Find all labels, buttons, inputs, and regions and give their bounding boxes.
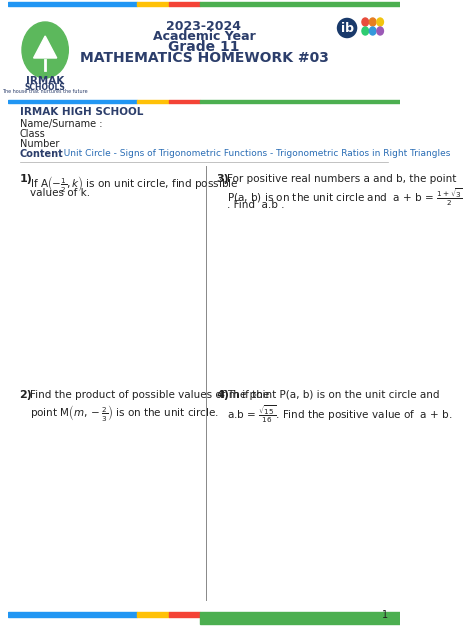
Text: SCHOOLS: SCHOOLS (25, 83, 65, 92)
Text: Number: Number (19, 139, 59, 149)
Text: For positive real numbers a and b, the point: For positive real numbers a and b, the p… (227, 174, 456, 184)
Circle shape (22, 22, 68, 78)
Text: 4): 4) (216, 390, 229, 400)
Text: Name/Surname :: Name/Surname : (19, 119, 102, 129)
Bar (8, 100, 137, 103)
Circle shape (377, 27, 383, 35)
Bar (169, 612, 200, 617)
Bar (8, 612, 137, 617)
Bar (137, 2, 169, 6)
Text: P(a, b) is on the unit circle and  a + b = $\frac{1+\sqrt{3}}{2}$: P(a, b) is on the unit circle and a + b … (227, 186, 463, 208)
Text: . Find  a.b .: . Find a.b . (227, 200, 284, 210)
Text: values of k.: values of k. (30, 188, 91, 198)
Text: The house that nurtures the future: The house that nurtures the future (2, 89, 88, 94)
Text: The point P(a, b) is on the unit circle and: The point P(a, b) is on the unit circle … (227, 390, 439, 400)
Text: : Unit Circle - Signs of Trigonometric Functions - Trigonometric Ratios in Right: : Unit Circle - Signs of Trigonometric F… (57, 149, 450, 158)
Text: Find the product of possible values of m if the: Find the product of possible values of m… (30, 390, 270, 400)
Text: 3): 3) (216, 174, 229, 184)
Circle shape (369, 27, 376, 35)
Circle shape (362, 27, 369, 35)
Text: IRMAK HIGH SCHOOL: IRMAK HIGH SCHOOL (19, 107, 143, 117)
Bar (200, 2, 400, 6)
Text: Grade 11: Grade 11 (168, 40, 240, 54)
Bar (169, 100, 200, 103)
Bar (200, 617, 400, 624)
Text: MATHEMATICS HOMEWORK #03: MATHEMATICS HOMEWORK #03 (80, 51, 328, 65)
Bar (137, 100, 169, 103)
Polygon shape (34, 36, 57, 58)
Text: Academic Year: Academic Year (153, 30, 255, 43)
Text: ib: ib (340, 21, 354, 35)
Bar (200, 100, 400, 103)
Text: 1: 1 (383, 610, 388, 620)
Text: a.b = $\frac{\sqrt{15}}{16}$. Find the positive value of  a + b.: a.b = $\frac{\sqrt{15}}{16}$. Find the p… (227, 403, 453, 425)
Bar (8, 2, 137, 6)
Text: 2023-2024: 2023-2024 (166, 20, 241, 33)
Bar (137, 612, 169, 617)
Circle shape (377, 18, 383, 26)
Text: IRMAK: IRMAK (26, 76, 64, 86)
Bar (200, 612, 400, 617)
Text: 1): 1) (19, 174, 32, 184)
Circle shape (369, 18, 376, 26)
Text: Class: Class (19, 129, 46, 139)
Text: point M$\left(m, -\frac{2}{3}\right)$ is on the unit circle.: point M$\left(m, -\frac{2}{3}\right)$ is… (30, 403, 219, 423)
Circle shape (362, 18, 369, 26)
Bar (169, 2, 200, 6)
Text: 2): 2) (19, 390, 32, 400)
Text: Content: Content (19, 149, 63, 159)
Text: If A$\left(-\frac{1}{2}, k\right)$ is on unit circle, find possible: If A$\left(-\frac{1}{2}, k\right)$ is on… (30, 174, 238, 194)
